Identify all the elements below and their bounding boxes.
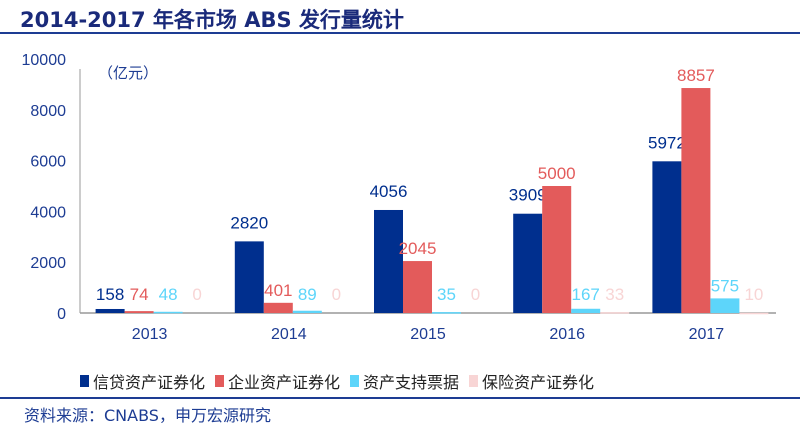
bar-2014-2 [292,310,322,313]
legend-swatch [215,375,225,387]
bar-2016-0 [513,213,543,313]
legend-swatch [350,375,360,387]
bar-2017-1 [681,88,711,314]
y-tick-label: 10000 [22,52,67,69]
page-title: 2014-2017 年各市场 ABS 发行量统计 [20,8,404,32]
bar-2017-0 [652,161,682,313]
x-tick-label: 2014 [271,326,307,343]
bar-2013-1 [124,311,154,313]
bar-2016-2 [571,308,601,313]
data-label: 33 [605,285,624,304]
bar-2013-2 [153,311,183,314]
y-tick-label: 0 [57,306,66,323]
legend-label: 信贷资产证券化 [93,373,206,392]
bar-2015-2 [432,312,461,314]
bar-2016-3 [600,312,630,314]
data-label: 5000 [538,164,576,183]
y-tick-label: 6000 [30,154,66,171]
y-tick-label: 8000 [30,103,66,120]
data-label: 0 [192,285,201,304]
legend-item: 信贷资产证券化 [80,369,205,393]
data-label: 8857 [677,66,715,85]
bar-chart: 0 2000 4000 6000 8000 10000 （亿元） 2013 158 74 48 0 20… [22,52,776,343]
legend-swatch [469,375,479,387]
bar-2017-3 [739,312,769,315]
legend-item: 企业资产证券化 [215,369,340,393]
source-divider [0,397,800,399]
data-label: 0 [332,285,341,304]
bar-2013-0 [95,308,125,313]
data-label: 89 [298,285,317,304]
x-tick-label: 2013 [132,326,168,343]
data-label: 575 [711,276,739,295]
data-label: 4056 [370,182,408,201]
legend-item: 资产支持票据 [350,369,459,393]
data-label: 158 [96,285,124,304]
title-divider [0,32,800,34]
legend-label: 保险资产证券化 [482,373,595,392]
x-tick-label: 2015 [410,326,446,343]
data-label: 2820 [230,213,268,232]
data-label: 0 [471,285,480,304]
legend-label: 资产支持票据 [363,373,460,392]
x-tick-label: 2017 [689,326,725,343]
y-tick-label: 2000 [30,255,66,272]
bar-2017-2 [710,298,740,313]
source-note: 资料来源：CNABS，申万宏源研究 [24,406,271,425]
x-tick-label: 2016 [549,326,585,343]
bar-2014-1 [263,302,293,313]
unit-label: （亿元） [98,65,158,82]
bar-2015-1 [403,261,432,313]
data-label: 10 [744,285,763,304]
legend-swatch [80,375,89,387]
data-label: 74 [130,285,149,304]
data-label: 167 [572,285,600,304]
bar-2015-0 [374,209,403,313]
legend: 信贷资产证券化 企业资产证券化 资产支持票据 保险资产证券化 [80,369,594,393]
bar-2014-0 [234,241,264,313]
legend-label: 企业资产证券化 [228,373,341,392]
data-label: 401 [264,281,292,300]
data-label: 3909 [509,186,547,205]
data-label: 48 [159,285,178,304]
data-label: 2045 [399,239,437,258]
data-label: 5972 [648,133,686,152]
bar-2016-1 [542,186,572,313]
data-label: 35 [437,285,456,304]
y-tick-label: 4000 [30,204,66,221]
legend-item: 保险资产证券化 [469,369,594,393]
